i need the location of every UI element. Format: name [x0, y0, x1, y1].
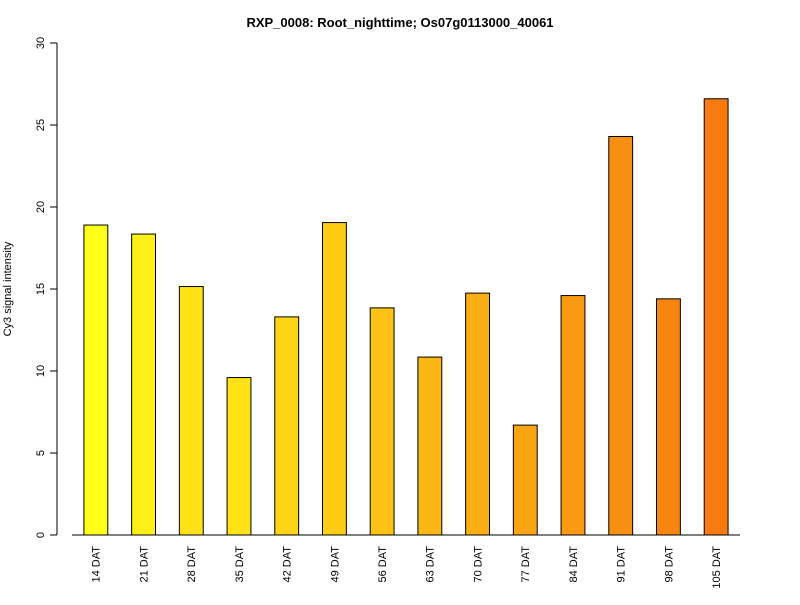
- bar-42-dat: [274, 316, 300, 536]
- bar-35-dat: [226, 377, 252, 536]
- x-tick-label: 35 DAT: [234, 546, 246, 583]
- bar-21-dat: [131, 233, 156, 536]
- bar-56-dat: [369, 307, 395, 536]
- y-tick-label: 10: [35, 365, 47, 377]
- x-axis: 14 DAT 21 DAT 28 DAT 35 DAT 42 DAT 49 DAT 56 D…: [72, 534, 740, 589]
- x-tick-label: 28 DAT: [186, 546, 198, 583]
- y-tick-label: 30: [35, 37, 47, 49]
- y-axis-title: Cy3 signal intensity: [2, 241, 14, 336]
- y-tick-label: 15: [35, 283, 47, 295]
- y-tick-label: 5: [35, 450, 47, 456]
- x-tick-label: 105 DAT: [711, 546, 723, 589]
- x-tick-label: 91 DAT: [616, 546, 628, 583]
- bar-14-dat: [83, 224, 109, 536]
- x-tick-label: 14 DAT: [91, 546, 103, 583]
- bar-98-dat: [656, 298, 681, 536]
- bar-63-dat: [417, 356, 443, 536]
- x-tick-label: 98 DAT: [663, 546, 675, 583]
- y-axis: 0 5 10 15 20 25 30: [35, 37, 58, 538]
- chart-title: RXP_0008: Root_nighttime; Os07g0113000_4…: [246, 15, 553, 30]
- bar-91-dat: [608, 135, 634, 536]
- bar-70-dat: [465, 292, 490, 536]
- bar-84-dat: [560, 295, 586, 536]
- bars: [83, 98, 729, 536]
- x-tick-label: 49 DAT: [329, 546, 341, 583]
- x-tick-label: 21 DAT: [138, 546, 150, 583]
- y-tick-label: 20: [35, 201, 47, 213]
- bar-28-dat: [178, 286, 204, 536]
- y-tick-label: 25: [35, 119, 47, 131]
- x-tick-label: 77 DAT: [520, 546, 532, 583]
- x-tick-label: 42 DAT: [282, 546, 294, 583]
- x-tick-label: 84 DAT: [568, 546, 580, 583]
- x-tick-label: 56 DAT: [377, 546, 389, 583]
- x-tick-label: 63 DAT: [425, 546, 437, 583]
- bar-77-dat: [512, 424, 538, 536]
- bar-105-dat: [703, 98, 729, 536]
- y-tick-label: 0: [35, 532, 47, 538]
- x-tick-label: 70 DAT: [472, 546, 484, 583]
- bar-49-dat: [322, 222, 347, 536]
